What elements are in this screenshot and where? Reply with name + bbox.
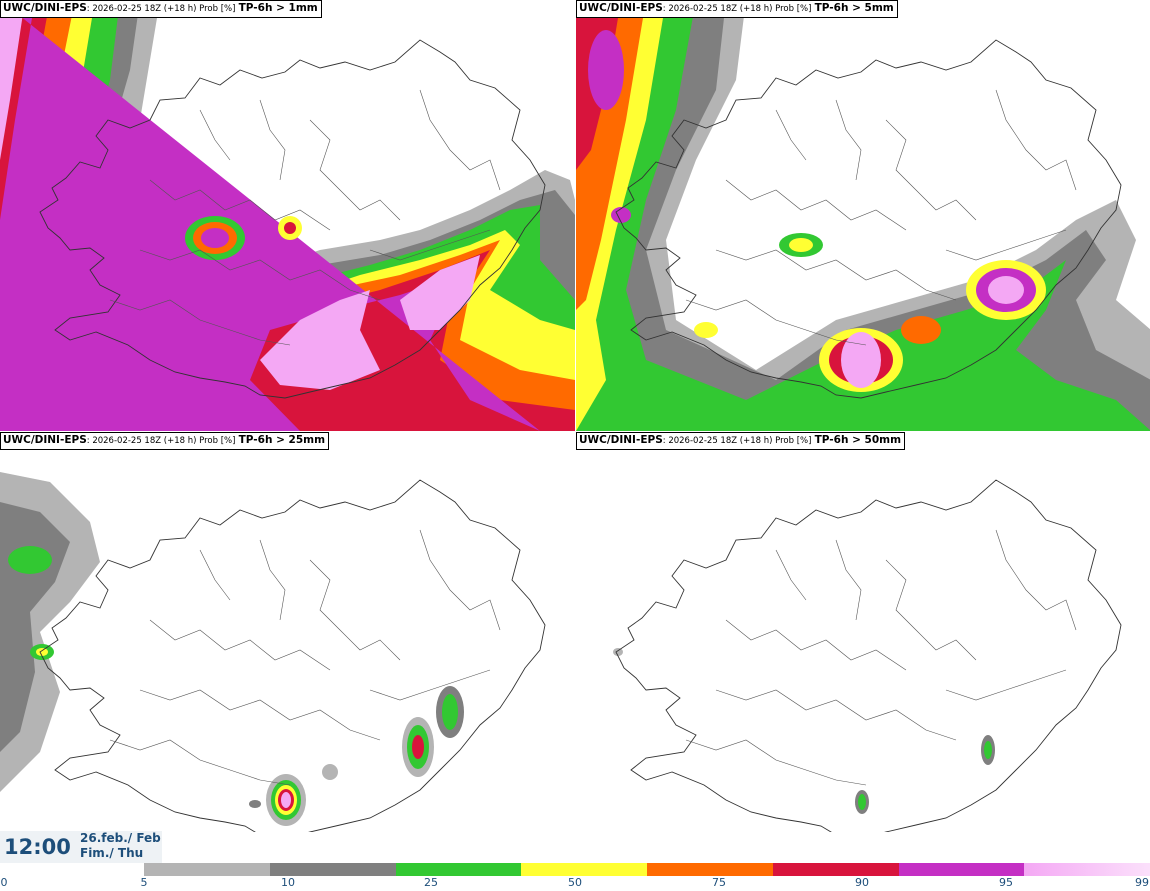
map-panel-1mm: UWC/DINI-EPS: 2026-02-25 18Z (+18 h) Pro…	[0, 0, 575, 431]
run-info: : 2026-02-25 18Z (+18 h) Prob [%]	[86, 436, 236, 446]
threshold-label: TP-6h > 25mm	[238, 434, 326, 446]
colorbar-segment	[772, 863, 899, 876]
model-name: UWC/DINI-EPS	[579, 434, 663, 446]
probability-map	[576, 0, 1150, 431]
run-info: : 2026-02-25 18Z (+18 h) Prob [%]	[86, 4, 236, 14]
map-panel-50mm: UWC/DINI-EPS: 2026-02-25 18Z (+18 h) Pro…	[576, 432, 1150, 863]
map-panel-25mm: UWC/DINI-EPS: 2026-02-25 18Z (+18 h) Pro…	[0, 432, 575, 863]
colorbar-tick-label: 90	[855, 876, 869, 889]
colorbar-segment	[898, 863, 1025, 876]
panel-title: UWC/DINI-EPS: 2026-02-25 18Z (+18 h) Pro…	[576, 0, 898, 18]
valid-time: 12:00	[4, 835, 71, 859]
colorbar-segment	[395, 863, 522, 876]
colorbar-segment	[144, 863, 270, 876]
colorbar-tick-label: 10	[281, 876, 295, 889]
colorbar-tick-label: 75	[712, 876, 726, 889]
colorbar-tick-label: 0	[0, 876, 8, 889]
valid-time-box: 12:00 26.feb./ Feb Fim./ Thu	[0, 831, 162, 863]
colorbar-tick-label: 99	[1135, 876, 1149, 889]
colorbar-segment	[647, 863, 773, 876]
run-info: : 2026-02-25 18Z (+18 h) Prob [%]	[662, 436, 812, 446]
run-info: : 2026-02-25 18Z (+18 h) Prob [%]	[662, 4, 812, 14]
panel-title: UWC/DINI-EPS: 2026-02-25 18Z (+18 h) Pro…	[0, 0, 322, 18]
colorbar-tick-label: 5	[140, 876, 148, 889]
probability-map	[576, 432, 1150, 832]
map-panel-5mm: UWC/DINI-EPS: 2026-02-25 18Z (+18 h) Pro…	[576, 0, 1150, 431]
model-name: UWC/DINI-EPS	[3, 2, 87, 14]
model-name: UWC/DINI-EPS	[579, 2, 663, 14]
valid-date: 26.feb./ Feb	[80, 831, 161, 845]
colorbar-segment	[1024, 863, 1150, 876]
threshold-label: TP-6h > 1mm	[238, 2, 318, 14]
model-name: UWC/DINI-EPS	[3, 434, 87, 446]
probability-map	[0, 432, 575, 832]
threshold-label: TP-6h > 5mm	[814, 2, 894, 14]
colorbar-segment	[521, 863, 647, 876]
colorbar-tick-label: 50	[568, 876, 582, 889]
panel-title: UWC/DINI-EPS: 2026-02-25 18Z (+18 h) Pro…	[576, 432, 906, 450]
panel-title: UWC/DINI-EPS: 2026-02-25 18Z (+18 h) Pro…	[0, 432, 330, 450]
colorbar-tick-label: 25	[424, 876, 438, 889]
threshold-label: TP-6h > 50mm	[814, 434, 902, 446]
probability-colorbar	[144, 863, 1150, 876]
colorbar-tick-label: 95	[999, 876, 1013, 889]
probability-map	[0, 0, 575, 431]
valid-weekday: Fim./ Thu	[80, 846, 144, 860]
colorbar-segment	[269, 863, 396, 876]
